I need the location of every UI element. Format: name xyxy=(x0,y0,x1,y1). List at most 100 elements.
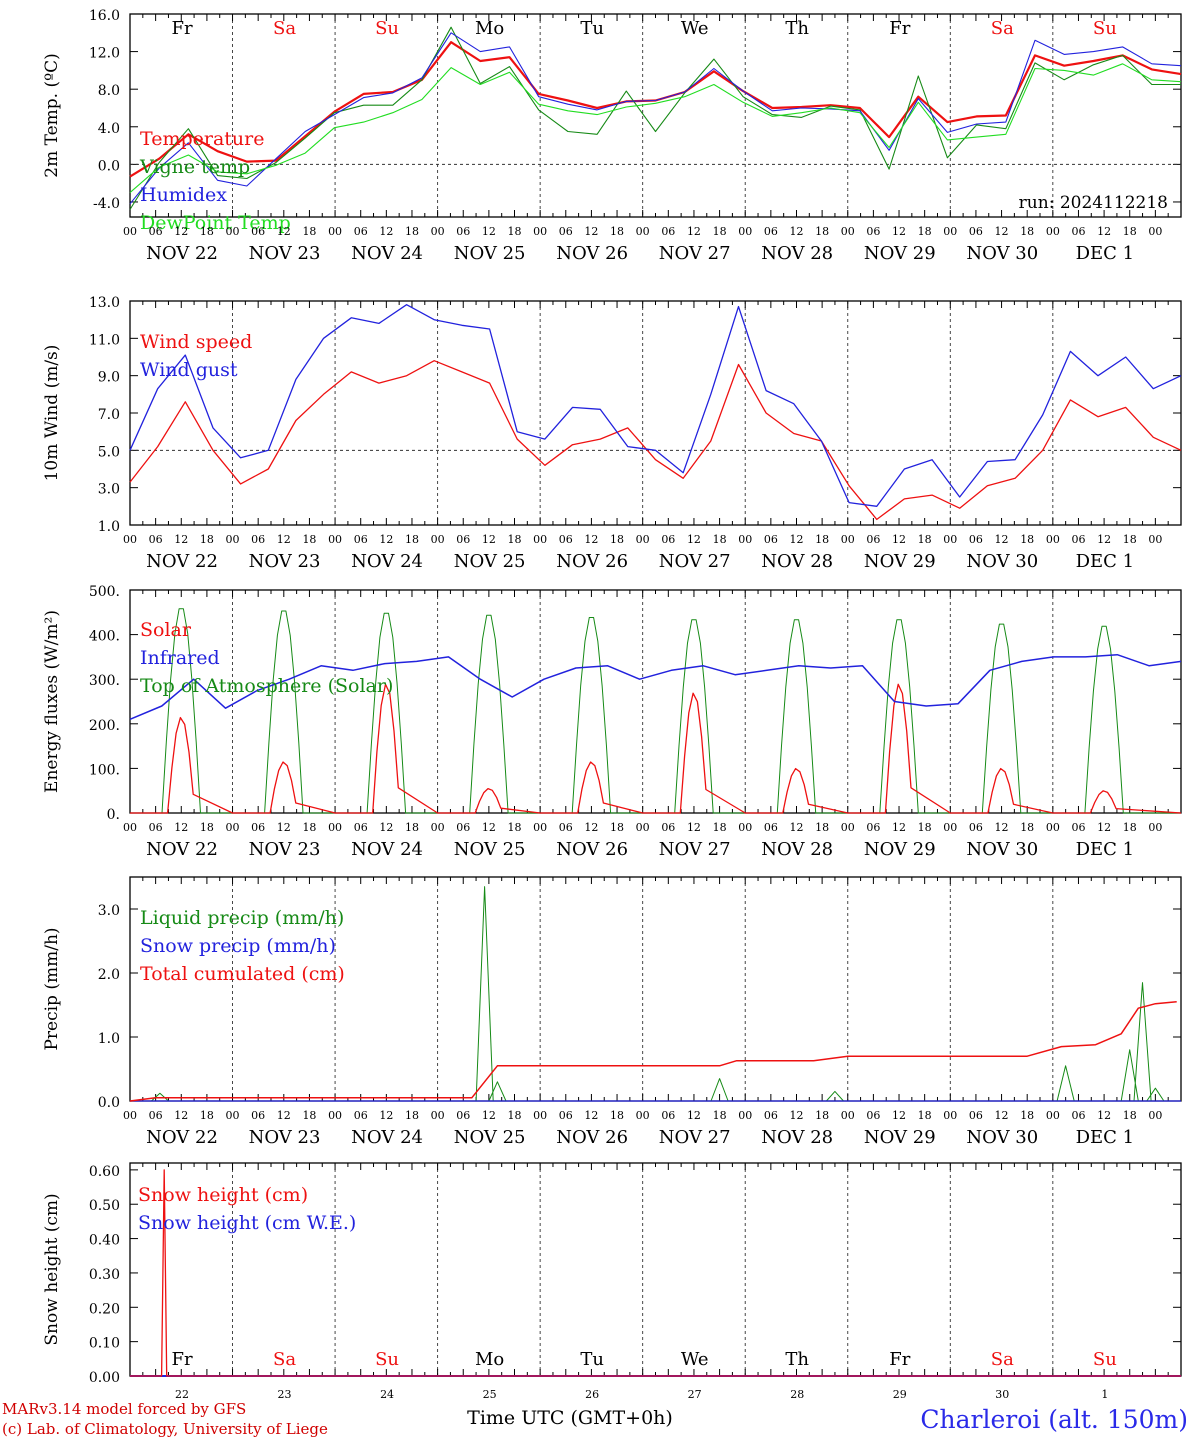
legend-entry: Snow height (cm W.E.) xyxy=(138,1212,356,1234)
hour-label: 18 xyxy=(1020,225,1034,238)
day-number-label: 24 xyxy=(380,1388,394,1401)
hour-label: 06 xyxy=(969,1109,983,1122)
hour-label: 18 xyxy=(918,821,932,834)
date-label: NOV 27 xyxy=(659,551,731,572)
hour-label: 18 xyxy=(815,1109,829,1122)
y-tick-label: 2.0 xyxy=(98,967,120,983)
hour-label: 12 xyxy=(892,225,906,238)
hour-label: 06 xyxy=(149,821,163,834)
date-label: NOV 22 xyxy=(146,839,218,860)
hour-label: 06 xyxy=(969,225,983,238)
hour-label: 18 xyxy=(508,533,522,546)
date-label: NOV 28 xyxy=(761,1127,833,1148)
hour-label: 00 xyxy=(738,225,752,238)
y-tick-label: 4.0 xyxy=(98,121,120,137)
hour-label: 06 xyxy=(354,225,368,238)
hour-label: 00 xyxy=(533,225,547,238)
legend-entry: Liquid precip (mm/h) xyxy=(140,907,344,929)
legend-entry: DewPoint Temp xyxy=(140,212,291,234)
hour-label: 18 xyxy=(508,225,522,238)
y-tick-label: 1.0 xyxy=(98,1031,120,1047)
panel-5 xyxy=(129,1162,1182,1377)
hour-label: 06 xyxy=(559,533,573,546)
hour-label: 18 xyxy=(200,533,214,546)
hour-label: 06 xyxy=(456,533,470,546)
hour-label: 12 xyxy=(687,1109,701,1122)
hour-label: 06 xyxy=(456,225,470,238)
hour-label: 18 xyxy=(302,821,316,834)
hour-label: 18 xyxy=(508,1109,522,1122)
y-tick-label: 1.0 xyxy=(98,519,120,535)
hour-label: 12 xyxy=(174,225,188,238)
date-label: NOV 22 xyxy=(146,243,218,264)
hour-label: 06 xyxy=(149,533,163,546)
legend-entry: Humidex xyxy=(140,184,227,206)
date-label: DEC 1 xyxy=(1076,551,1135,572)
hour-label: 12 xyxy=(482,1109,496,1122)
hour-label: 06 xyxy=(1071,533,1085,546)
date-label: NOV 25 xyxy=(454,1127,526,1148)
hour-label: 00 xyxy=(431,821,445,834)
series-liquid-precip xyxy=(130,886,1181,1102)
hour-label: 00 xyxy=(636,1109,650,1122)
weekday-label: Tu xyxy=(580,1349,604,1370)
date-label: NOV 24 xyxy=(351,1127,423,1148)
hour-label: 00 xyxy=(226,533,240,546)
hour-label: 12 xyxy=(789,1109,803,1122)
hour-label: 00 xyxy=(431,225,445,238)
hour-label: 12 xyxy=(379,1109,393,1122)
hour-label: 18 xyxy=(610,821,624,834)
legend-entry: Infrared xyxy=(140,647,220,669)
legend-entry: Vigne temp xyxy=(139,156,250,178)
y-tick-label: 500. xyxy=(89,584,120,600)
hour-label: 06 xyxy=(251,821,265,834)
panel-1 xyxy=(129,13,1182,218)
y-tick-label: 100. xyxy=(89,762,120,778)
panel-frame xyxy=(129,13,1182,218)
day-number-label: 22 xyxy=(175,1388,189,1401)
hour-label: 12 xyxy=(277,533,291,546)
hour-label: 00 xyxy=(533,533,547,546)
y-axis-title: Snow height (cm) xyxy=(42,1193,62,1345)
hour-label: 00 xyxy=(841,225,855,238)
hour-label: 00 xyxy=(1046,533,1060,546)
date-label: NOV 25 xyxy=(454,243,526,264)
hour-label: 12 xyxy=(1097,1109,1111,1122)
hour-label: 00 xyxy=(123,821,137,834)
date-label: NOV 27 xyxy=(659,243,731,264)
date-label: DEC 1 xyxy=(1076,243,1135,264)
hour-label: 00 xyxy=(1046,821,1060,834)
y-axis-title: 10m Wind (m/s) xyxy=(42,345,62,482)
legend-entry: Snow height (cm) xyxy=(138,1184,308,1206)
hour-label: 18 xyxy=(918,1109,932,1122)
panel-3 xyxy=(129,589,1182,814)
hour-label: 06 xyxy=(354,821,368,834)
date-label: NOV 26 xyxy=(556,1127,628,1148)
series-wind-gust xyxy=(129,304,1182,507)
hour-label: 00 xyxy=(943,821,957,834)
series-humidex xyxy=(129,32,1182,205)
hour-label: 06 xyxy=(866,533,880,546)
y-tick-label: 300. xyxy=(89,673,120,689)
hour-label: 00 xyxy=(943,1109,957,1122)
hour-label: 12 xyxy=(995,225,1009,238)
hour-label: 00 xyxy=(738,1109,752,1122)
hour-label: 06 xyxy=(251,225,265,238)
hour-label: 06 xyxy=(969,533,983,546)
weekday-label: Th xyxy=(785,1349,809,1370)
hour-label: 06 xyxy=(866,1109,880,1122)
hour-label: 06 xyxy=(764,821,778,834)
hour-label: 00 xyxy=(1046,225,1060,238)
hour-label: 06 xyxy=(764,1109,778,1122)
legend-entry: Snow precip (mm/h) xyxy=(140,935,336,957)
hour-label: 00 xyxy=(738,821,752,834)
day-number-label: 1 xyxy=(1101,1388,1108,1401)
hour-label: 12 xyxy=(379,533,393,546)
hour-label: 06 xyxy=(1071,1109,1085,1122)
x-axis-title: Time UTC (GMT+0h) xyxy=(467,1407,673,1429)
y-tick-label: 0. xyxy=(107,807,120,823)
day-number-label: 23 xyxy=(278,1388,292,1401)
date-label: NOV 28 xyxy=(761,551,833,572)
weekday-label: Th xyxy=(785,18,809,39)
